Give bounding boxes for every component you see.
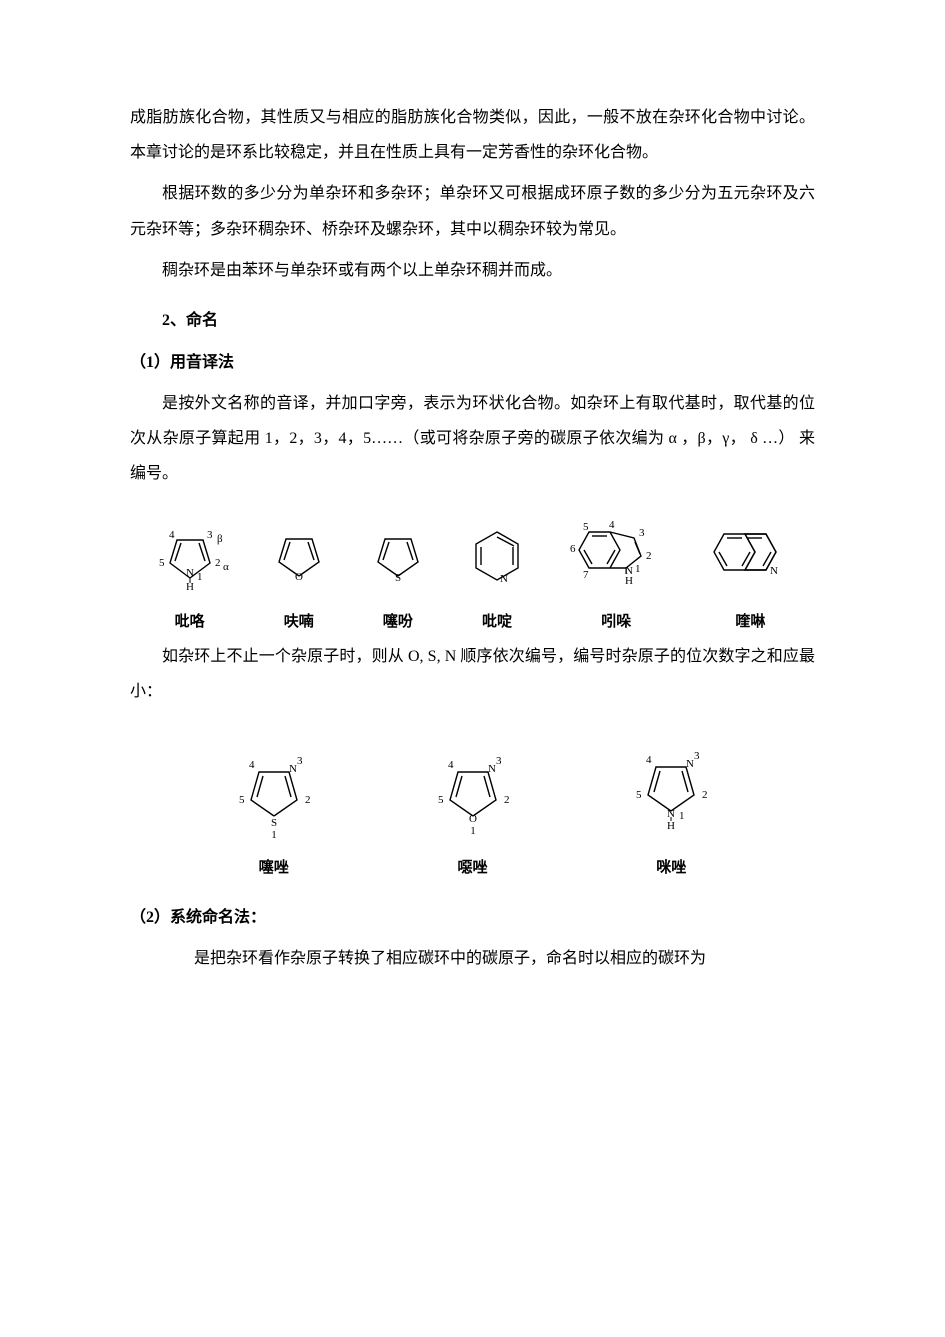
pyrrole-pos-5: 5 [159, 557, 165, 569]
compound-row-2: S N 1 2 3 4 5 噻唑 O N 1 2 [130, 737, 815, 877]
quinoline-diagram: N [700, 518, 800, 596]
compound-thiazole: S N 1 2 3 4 5 噻唑 [219, 742, 329, 877]
pyrrole-beta: β [217, 533, 223, 545]
indole-pos-7: 7 [583, 569, 589, 581]
imidazole-diagram: N H N 1 2 3 4 5 [616, 737, 726, 842]
thiazole-pos-4: 4 [249, 759, 255, 771]
oxazole-diagram: O N 1 2 3 4 5 [418, 742, 528, 842]
paragraph-3: 稠杂环是由苯环与单杂环或有两个以上单杂环稠并而成。 [130, 253, 815, 288]
compound-row-1: N H 1 2 3 4 5 α β 吡咯 [130, 516, 815, 631]
pyrrole-pos-2: 2 [215, 557, 221, 569]
quinoline-name: 喹啉 [735, 610, 765, 631]
furan-diagram: O [264, 518, 334, 596]
indole-pos-1: 1 [635, 563, 641, 575]
pyrrole-diagram: N H 1 2 3 4 5 α β [145, 518, 235, 596]
compound-pyridine: N 吡啶 [462, 518, 532, 631]
paragraph-1: 成脂肪族化合物，其性质又与相应的脂肪族化合物类似，因此，一般不放在杂环化合物中讨… [130, 100, 815, 170]
imidazole-name: 咪唑 [656, 856, 686, 877]
heading-naming: 2、命名 [130, 306, 815, 330]
pyridine-name: 吡啶 [482, 610, 512, 631]
quinoline-N: N [770, 565, 778, 577]
imidazole-pos-3: 3 [694, 750, 700, 762]
indole-pos-4: 4 [609, 519, 615, 531]
indole-pos-2: 2 [646, 550, 652, 562]
paragraph-2: 根据环数的多少分为单杂环和多杂环；单杂环又可根据成环原子数的多少分为五元杂环及六… [130, 176, 815, 246]
thiophene-diagram: S [363, 518, 433, 596]
oxazole-pos-2: 2 [504, 794, 510, 806]
oxazole-O: O [469, 813, 477, 825]
compound-thiophene: S 噻吩 [363, 518, 433, 631]
oxazole-pos-1: 1 [470, 825, 476, 837]
thiazole-pos-5: 5 [239, 794, 245, 806]
oxazole-pos-5: 5 [438, 794, 444, 806]
indole-pos-6: 6 [570, 543, 576, 555]
pyrrole-pos-1: 1 [197, 571, 203, 583]
compound-indole: N H 1 2 3 4 5 6 7 吲哚 [561, 516, 671, 631]
thiophene-S: S [395, 572, 401, 584]
pyrrole-alpha: α [223, 561, 229, 573]
thiazole-pos-2: 2 [305, 794, 311, 806]
indole-diagram: N H 1 2 3 4 5 6 7 [561, 516, 671, 596]
thiazole-N: N [289, 763, 297, 775]
pyridine-N: N [500, 573, 508, 585]
furan-O: O [295, 571, 303, 583]
pyrrole-pos-3: 3 [207, 529, 213, 541]
pyrrole-name: 吡咯 [175, 610, 205, 631]
furan-name: 呋喃 [284, 610, 314, 631]
indole-pos-3: 3 [639, 527, 645, 539]
oxazole-N: N [488, 763, 496, 775]
thiazole-diagram: S N 1 2 3 4 5 [219, 742, 329, 842]
indole-name: 吲哚 [601, 610, 631, 631]
pyrrole-pos-4: 4 [169, 529, 175, 541]
oxazole-pos-4: 4 [448, 759, 454, 771]
paragraph-5: 如杂环上不止一个杂原子时，则从 O, S, N 顺序依次编号，编号时杂原子的位次… [130, 639, 815, 709]
indole-pos-5: 5 [583, 521, 589, 533]
subheading-method-2: （2）系统命名法： [130, 903, 815, 927]
thiazole-name: 噻唑 [259, 856, 289, 877]
oxazole-pos-3: 3 [496, 755, 502, 767]
pyridine-diagram: N [462, 518, 532, 596]
compound-imidazole: N H N 1 2 3 4 5 咪唑 [616, 737, 726, 877]
imidazole-H: H [667, 820, 675, 832]
thiazole-pos-3: 3 [297, 755, 303, 767]
imidazole-pos-4: 4 [646, 754, 652, 766]
compound-oxazole: O N 1 2 3 4 5 噁唑 [418, 742, 528, 877]
compound-pyrrole: N H 1 2 3 4 5 α β 吡咯 [145, 518, 235, 631]
subheading-method-1: （1）用音译法 [130, 348, 815, 372]
thiazole-S: S [271, 817, 277, 829]
oxazole-name: 噁唑 [457, 856, 487, 877]
compound-furan: O 呋喃 [264, 518, 334, 631]
paragraph-6: 是把杂环看作杂原子转换了相应碳环中的碳原子，命名时以相应的碳环为 [130, 941, 815, 976]
imidazole-pos-2: 2 [702, 789, 708, 801]
paragraph-4: 是按外文名称的音译，并加口字旁，表示为环状化合物。如杂环上有取代基时，取代基的位… [130, 386, 815, 492]
thiazole-pos-1: 1 [271, 829, 277, 841]
compound-quinoline: N 喹啉 [700, 518, 800, 631]
pyrrole-N: N [186, 567, 194, 579]
document-page: 成脂肪族化合物，其性质又与相应的脂肪族化合物类似，因此，一般不放在杂环化合物中讨… [0, 0, 945, 1337]
imidazole-N3: N [686, 758, 694, 770]
indole-H: H [625, 575, 633, 587]
thiophene-name: 噻吩 [383, 610, 413, 631]
imidazole-pos-1: 1 [679, 810, 685, 822]
imidazole-pos-5: 5 [636, 789, 642, 801]
